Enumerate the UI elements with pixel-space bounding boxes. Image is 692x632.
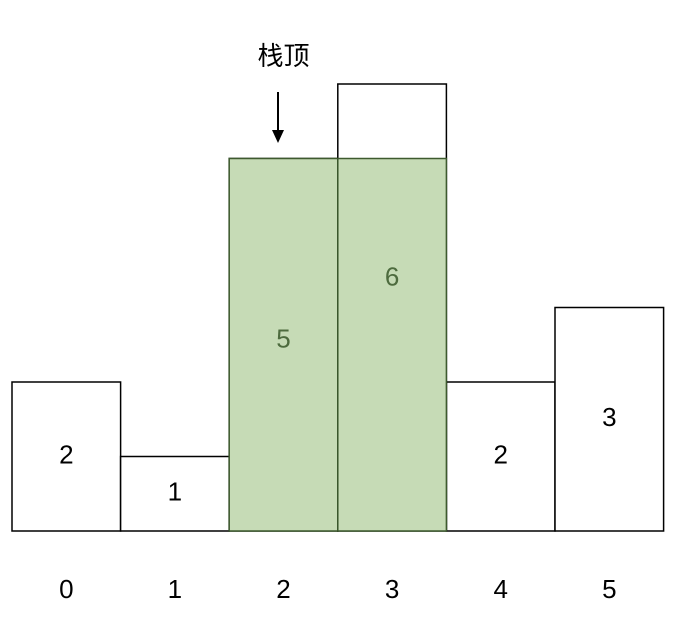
bar-4 bbox=[445, 381, 556, 532]
bar-value-label: 1 bbox=[168, 477, 182, 507]
bar-value-label: 2 bbox=[493, 439, 507, 469]
histogram-bars: 2 1 2 3 5 6 bbox=[11, 83, 665, 532]
index-label-4: 4 bbox=[493, 574, 507, 604]
bar-highlight-2 bbox=[228, 157, 339, 532]
index-label-5: 5 bbox=[602, 574, 616, 604]
index-labels: 0 1 4 5 2 3 bbox=[59, 574, 616, 604]
index-label-1: 1 bbox=[168, 574, 182, 604]
bar-1 bbox=[119, 455, 230, 532]
bar-value-label: 2 bbox=[59, 439, 73, 469]
bar-5 bbox=[554, 306, 665, 532]
bar-value-label: 5 bbox=[276, 324, 290, 354]
bar-highlight-3 bbox=[337, 157, 448, 532]
index-label-3: 3 bbox=[385, 574, 399, 604]
stack-top-arrow-head bbox=[272, 130, 284, 143]
bar-value-label: 3 bbox=[602, 402, 616, 432]
stack-top-label: 栈顶 bbox=[257, 41, 309, 71]
bar-value-label: 6 bbox=[385, 262, 399, 292]
index-label-0: 0 bbox=[59, 574, 73, 604]
stack-top-pointer: 栈顶 bbox=[257, 41, 310, 143]
bar-0 bbox=[11, 381, 122, 532]
index-label-2: 2 bbox=[276, 574, 290, 604]
